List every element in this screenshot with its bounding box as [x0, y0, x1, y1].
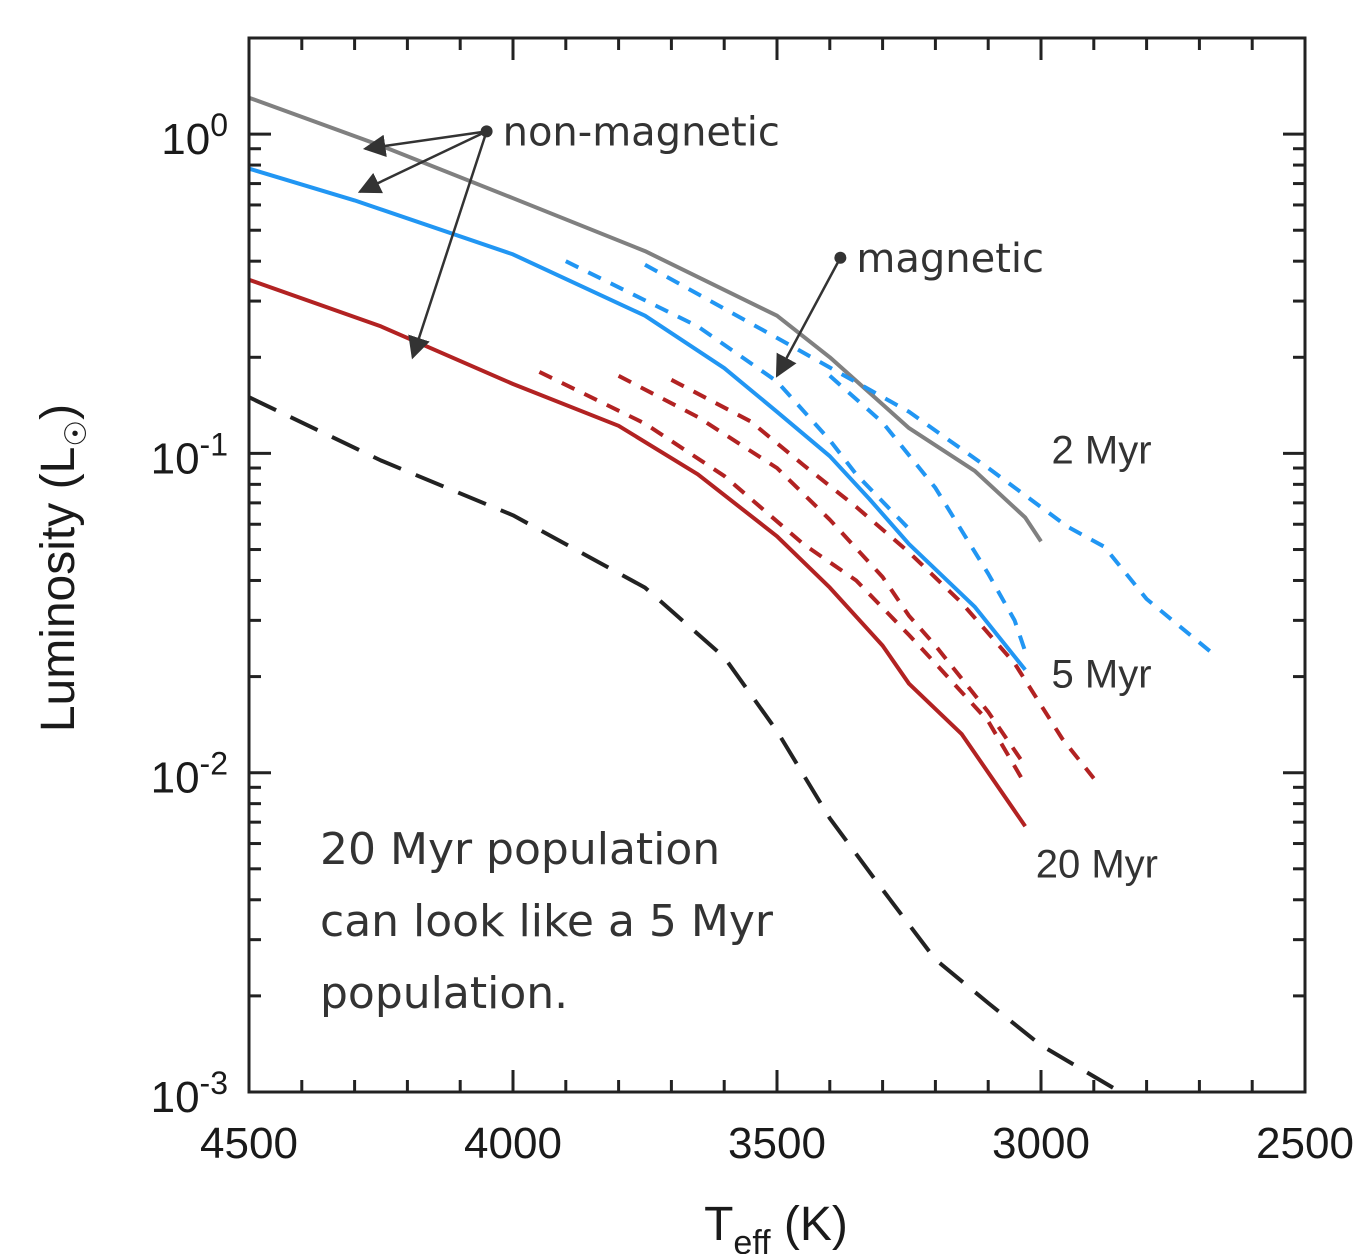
magnetic-arrow	[775, 257, 842, 378]
plot-frame	[247, 36, 1307, 1094]
series-label: 5 Myr	[1052, 652, 1152, 696]
x-tick-label: 4500	[200, 1119, 298, 1168]
series-line-3	[564, 259, 911, 531]
series-layer	[249, 95, 1212, 1092]
non-magnetic-arrow	[357, 130, 488, 194]
series-line-8	[670, 378, 1096, 780]
y-axis-label: Luminosity (L☉)	[32, 404, 93, 732]
series-line-7	[617, 374, 1027, 768]
x-tick-label: 3500	[728, 1119, 826, 1168]
y-tick-label: 10-1	[151, 426, 228, 483]
note-line: 20 Myr population	[320, 824, 720, 875]
x-tick-label: 2500	[1256, 1119, 1354, 1168]
series-label: 2 Myr	[1052, 428, 1152, 472]
non-magnetic-arrow	[408, 130, 488, 360]
non-magnetic-arrow	[362, 130, 487, 157]
series-label: 20 Myr	[1036, 842, 1158, 886]
series-line-1	[249, 166, 1027, 672]
y-tick-label: 10-3	[151, 1065, 228, 1122]
y-tick-label: 10-2	[151, 746, 228, 803]
series-line-5	[828, 374, 1028, 652]
non-magnetic-label: non-magnetic	[503, 109, 780, 155]
labels-layer: 4500 4000 3500 3000 2500 100 10-1 10-2 10-3 2 Myr…	[151, 107, 1354, 1168]
series-line-9	[249, 395, 1122, 1092]
note-line: population.	[320, 968, 568, 1019]
series-line-6	[538, 370, 1027, 786]
series-line-2	[249, 277, 1027, 828]
y-tick-label: 100	[161, 107, 228, 164]
x-tick-label: 3000	[992, 1119, 1090, 1168]
series-line-0	[249, 95, 1043, 543]
note-line: can look like a 5 Myr	[320, 896, 774, 947]
series-line-4	[644, 262, 1212, 653]
x-tick-label: 4000	[464, 1119, 562, 1168]
magnetic-label: magnetic	[856, 236, 1044, 282]
x-axis-label: Teff (K)	[704, 1198, 848, 1254]
annotation-layer: non-magnetic magnetic 20 Myr population can…	[320, 109, 1044, 1019]
ticks-layer	[247, 36, 1307, 1094]
